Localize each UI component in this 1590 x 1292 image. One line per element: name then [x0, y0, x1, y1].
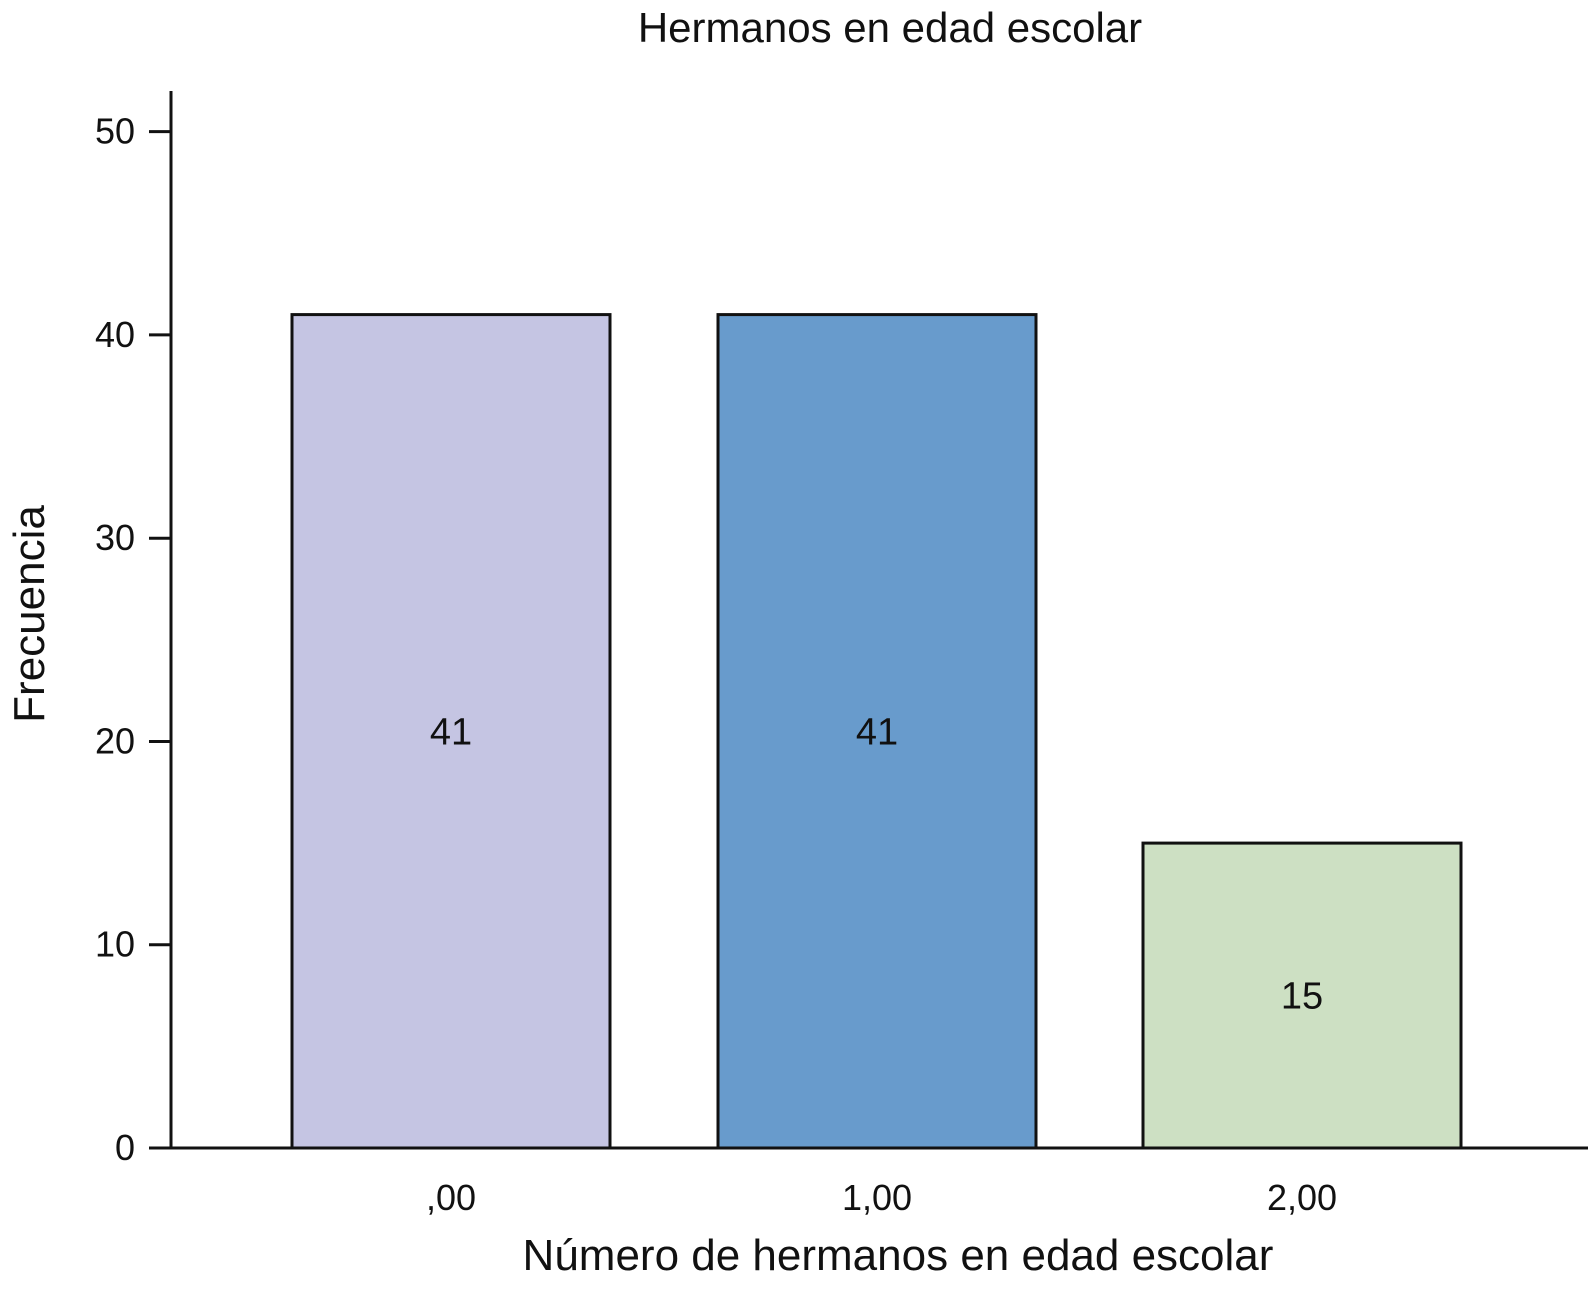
chart-title: Hermanos en edad escolar — [638, 4, 1142, 51]
bar-value-label: 41 — [856, 711, 898, 753]
y-axis-label: Frecuencia — [5, 505, 54, 723]
bar — [716, 313, 1038, 1150]
y-tick-label: 30 — [95, 517, 135, 558]
y-tick-label: 10 — [95, 924, 135, 965]
x-tick-label: 2,00 — [1267, 1177, 1337, 1218]
y-tick-label: 0 — [115, 1127, 135, 1168]
y-tick-label: 50 — [95, 111, 135, 152]
y-tick-label: 40 — [95, 314, 135, 355]
x-tick-label: ,00 — [426, 1177, 476, 1218]
bar-value-label: 15 — [1281, 976, 1323, 1018]
bar-value-label: 41 — [430, 711, 472, 753]
x-axis-label: Número de hermanos en edad escolar — [523, 1231, 1274, 1280]
x-tick-label: 1,00 — [842, 1177, 912, 1218]
x-axis-ticks: ,00 1,00 2,00 — [426, 1177, 1337, 1218]
y-axis-ticks: 0 10 20 30 40 50 — [95, 111, 171, 1168]
bars-group: 41 41 15 — [290, 313, 1463, 1150]
bar — [1141, 841, 1463, 1150]
y-tick-label: 20 — [95, 720, 135, 761]
